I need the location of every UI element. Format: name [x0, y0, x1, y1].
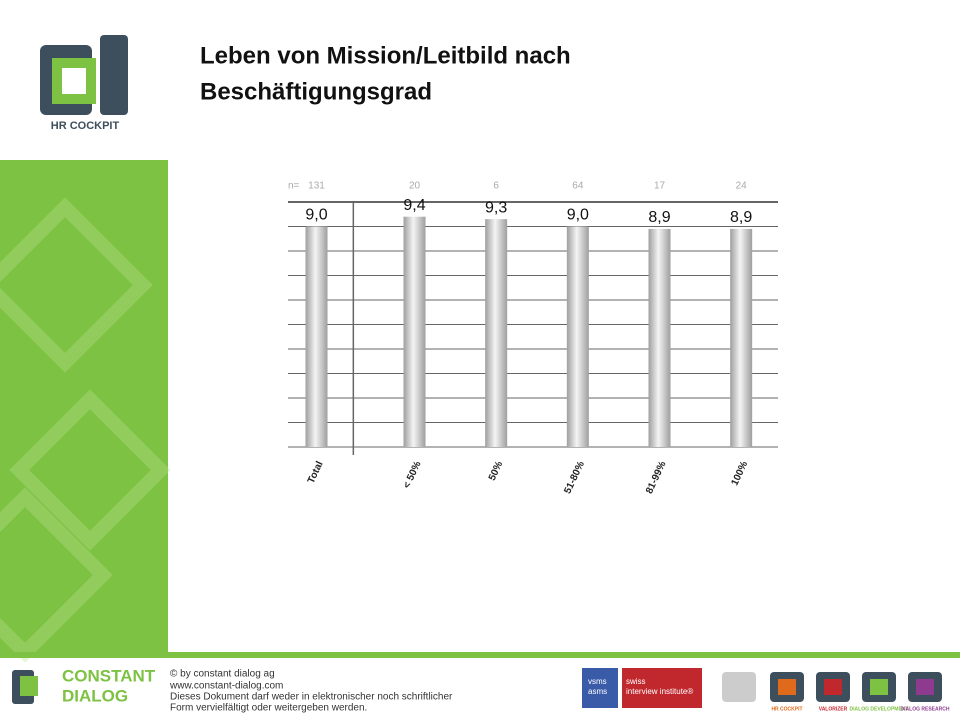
product-logo-inner [824, 679, 842, 695]
value-label: 9,3 [485, 199, 507, 216]
title: Leben von Mission/Leitbild nach [200, 42, 571, 69]
product-name: HR COCKPIT [771, 706, 802, 712]
product-logo-inner [870, 679, 888, 695]
footer-line [0, 652, 960, 658]
sii: swiss [626, 677, 646, 686]
footer-text: Dieses Dokument darf weder in elektronis… [170, 692, 453, 703]
product-logo [722, 672, 756, 702]
side-panel [0, 160, 168, 652]
sii: interview institute® [626, 687, 693, 696]
product-logo-inner [916, 679, 934, 695]
value-label: 9,0 [305, 207, 327, 224]
n-value: 20 [409, 181, 421, 192]
vsms: vsms [588, 677, 607, 686]
logo-text: HR COCKPIT [51, 120, 120, 132]
product-name: DIALOG DEVELOPMENT [850, 706, 909, 712]
value-label: 9,0 [567, 207, 589, 224]
footer-text: www.constant-dialog.com [169, 681, 283, 692]
bar [485, 219, 508, 447]
n-value: 17 [654, 181, 666, 192]
footer: CONSTANT DIALOG © by constant dialog ag … [12, 666, 950, 714]
footer-text: © by constant dialog ag [170, 669, 275, 680]
value-label: 8,9 [730, 209, 752, 226]
n-value: 24 [736, 181, 748, 192]
bar [403, 216, 426, 447]
side-pattern [0, 197, 171, 663]
brand: CONSTANT [62, 666, 156, 685]
product-name: VALORIZER [819, 706, 848, 712]
n-value: 64 [572, 181, 584, 192]
bar [305, 226, 328, 447]
value-label: 9,4 [403, 197, 425, 214]
bar [730, 228, 753, 447]
n-value: 6 [493, 181, 499, 192]
product-name: DIALOG RESEARCH [901, 706, 950, 712]
value-label: 8,9 [648, 209, 670, 226]
title: Beschäftigungsgrad [200, 78, 432, 105]
bar [648, 228, 671, 447]
n-label: n= [288, 181, 300, 192]
vsms: asms [588, 687, 607, 696]
logo: HR COCKPIT [40, 35, 128, 132]
product-logo-inner [778, 679, 796, 695]
footer-text: Form vervielfältigt oder weitergeben wer… [170, 703, 367, 714]
n-value: 131 [308, 181, 325, 192]
bar [566, 226, 589, 447]
brand: DIALOG [62, 686, 128, 705]
